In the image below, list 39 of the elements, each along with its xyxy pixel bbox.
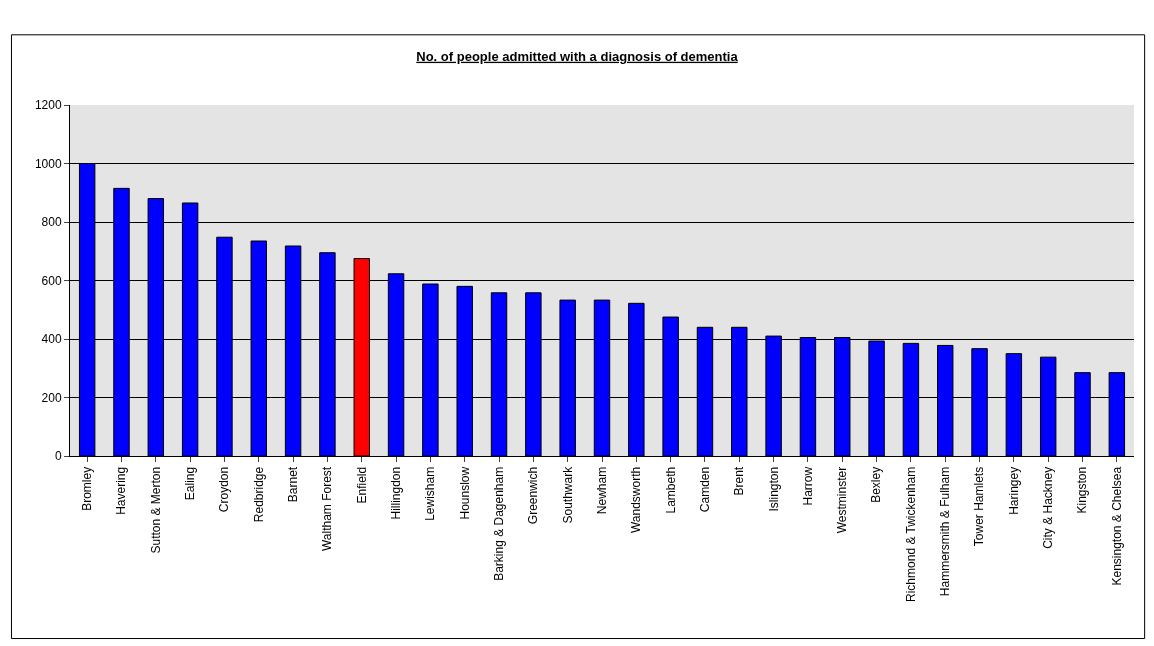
x-tick-label: Barnet <box>286 466 300 503</box>
x-tick-label: Hillingdon <box>388 466 403 520</box>
x-tick-label: Westminster <box>835 466 850 534</box>
x-tick-label: City & Hackney <box>1041 466 1056 549</box>
x-tick-label: Lewisham <box>423 466 438 521</box>
y-tick-label: 800 <box>41 215 62 230</box>
x-tick-label: Southwark <box>560 465 575 524</box>
x-tick-label: Havering <box>114 466 129 515</box>
x-tick-label: Barking & Dagenham <box>491 466 506 581</box>
y-tick-label: 200 <box>41 390 62 405</box>
x-tick-label: Bromley <box>80 466 95 511</box>
x-tick-label: Lambeth <box>663 466 678 514</box>
x-tick-label: Hammersmith & Fulham <box>938 466 953 597</box>
x-tick-label: Ealing <box>183 466 198 501</box>
x-tick-label: Enfield <box>354 466 369 504</box>
y-tick-label: 1200 <box>34 98 62 113</box>
x-tick-label: Kensington & Chelsea <box>1109 466 1124 586</box>
x-tick-label: Bexley <box>869 466 884 503</box>
x-tick-label: Hounslow <box>457 466 472 520</box>
x-tick-label: Waltham Forest <box>320 466 335 552</box>
x-tick-label: Brent <box>732 466 747 496</box>
x-tick-label: Camden <box>697 466 712 513</box>
x-tick-label: Tower Hamlets <box>972 466 987 547</box>
x-tick-label: Redbridge <box>251 466 266 523</box>
x-tick-label: Newham <box>594 466 609 515</box>
chart-title: No. of people admitted with a diagnosis of dementia <box>416 48 739 64</box>
x-tick-label: Greenwich <box>526 466 541 525</box>
x-tick-label: Sutton & Merton <box>148 466 163 554</box>
y-tick-label: 1000 <box>34 156 62 171</box>
y-tick-label: 400 <box>41 332 62 347</box>
x-tick-label: Kingston <box>1075 466 1090 514</box>
x-tick-label: Haringey <box>1006 466 1021 515</box>
x-tick-label: Wandsworth <box>629 466 644 534</box>
x-tick-label: Richmond & Twickenham <box>903 466 918 602</box>
y-tick-label: 600 <box>41 273 62 288</box>
y-tick-label: 0 <box>54 449 62 464</box>
x-tick-label: Islington <box>766 466 781 512</box>
x-tick-label: Croydon <box>217 466 232 513</box>
x-tick-label: Harrow <box>800 466 815 506</box>
